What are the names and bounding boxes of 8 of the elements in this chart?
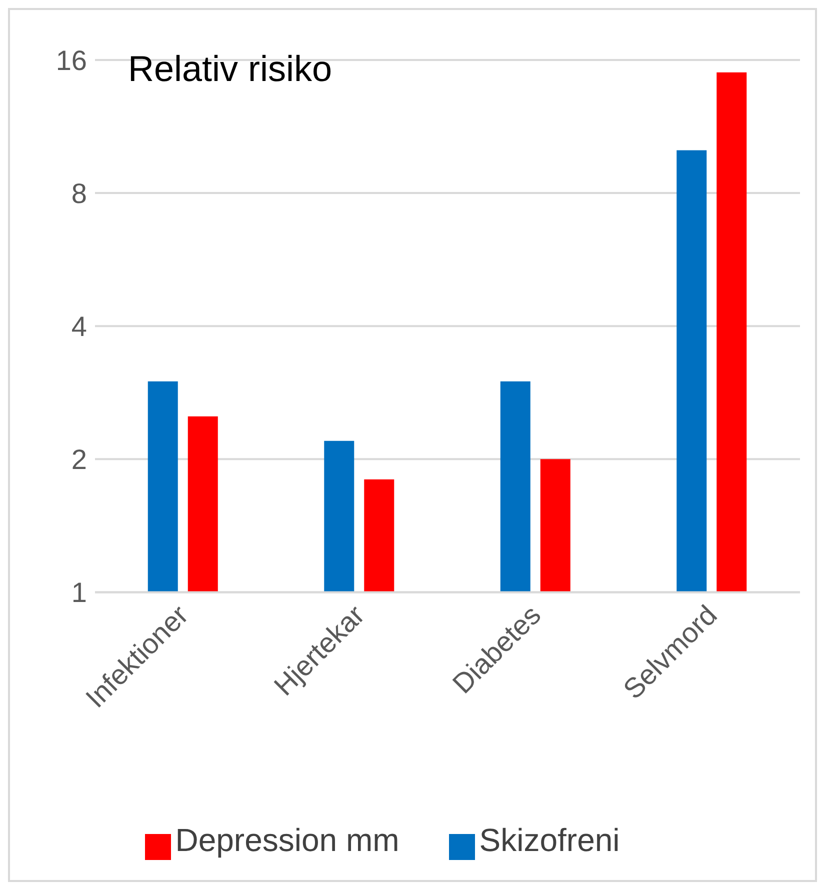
y-tick-label: 16 [56, 44, 87, 76]
y-tick-label: 2 [71, 444, 87, 476]
y-tick-label: 4 [71, 311, 87, 342]
y-tick-label: 1 [71, 577, 87, 608]
legend-label: Skizofreni [479, 822, 620, 858]
legend-label: Depression mm [175, 822, 400, 858]
chart-title: Relativ risiko [128, 48, 332, 90]
y-tick-label: 8 [71, 178, 87, 209]
